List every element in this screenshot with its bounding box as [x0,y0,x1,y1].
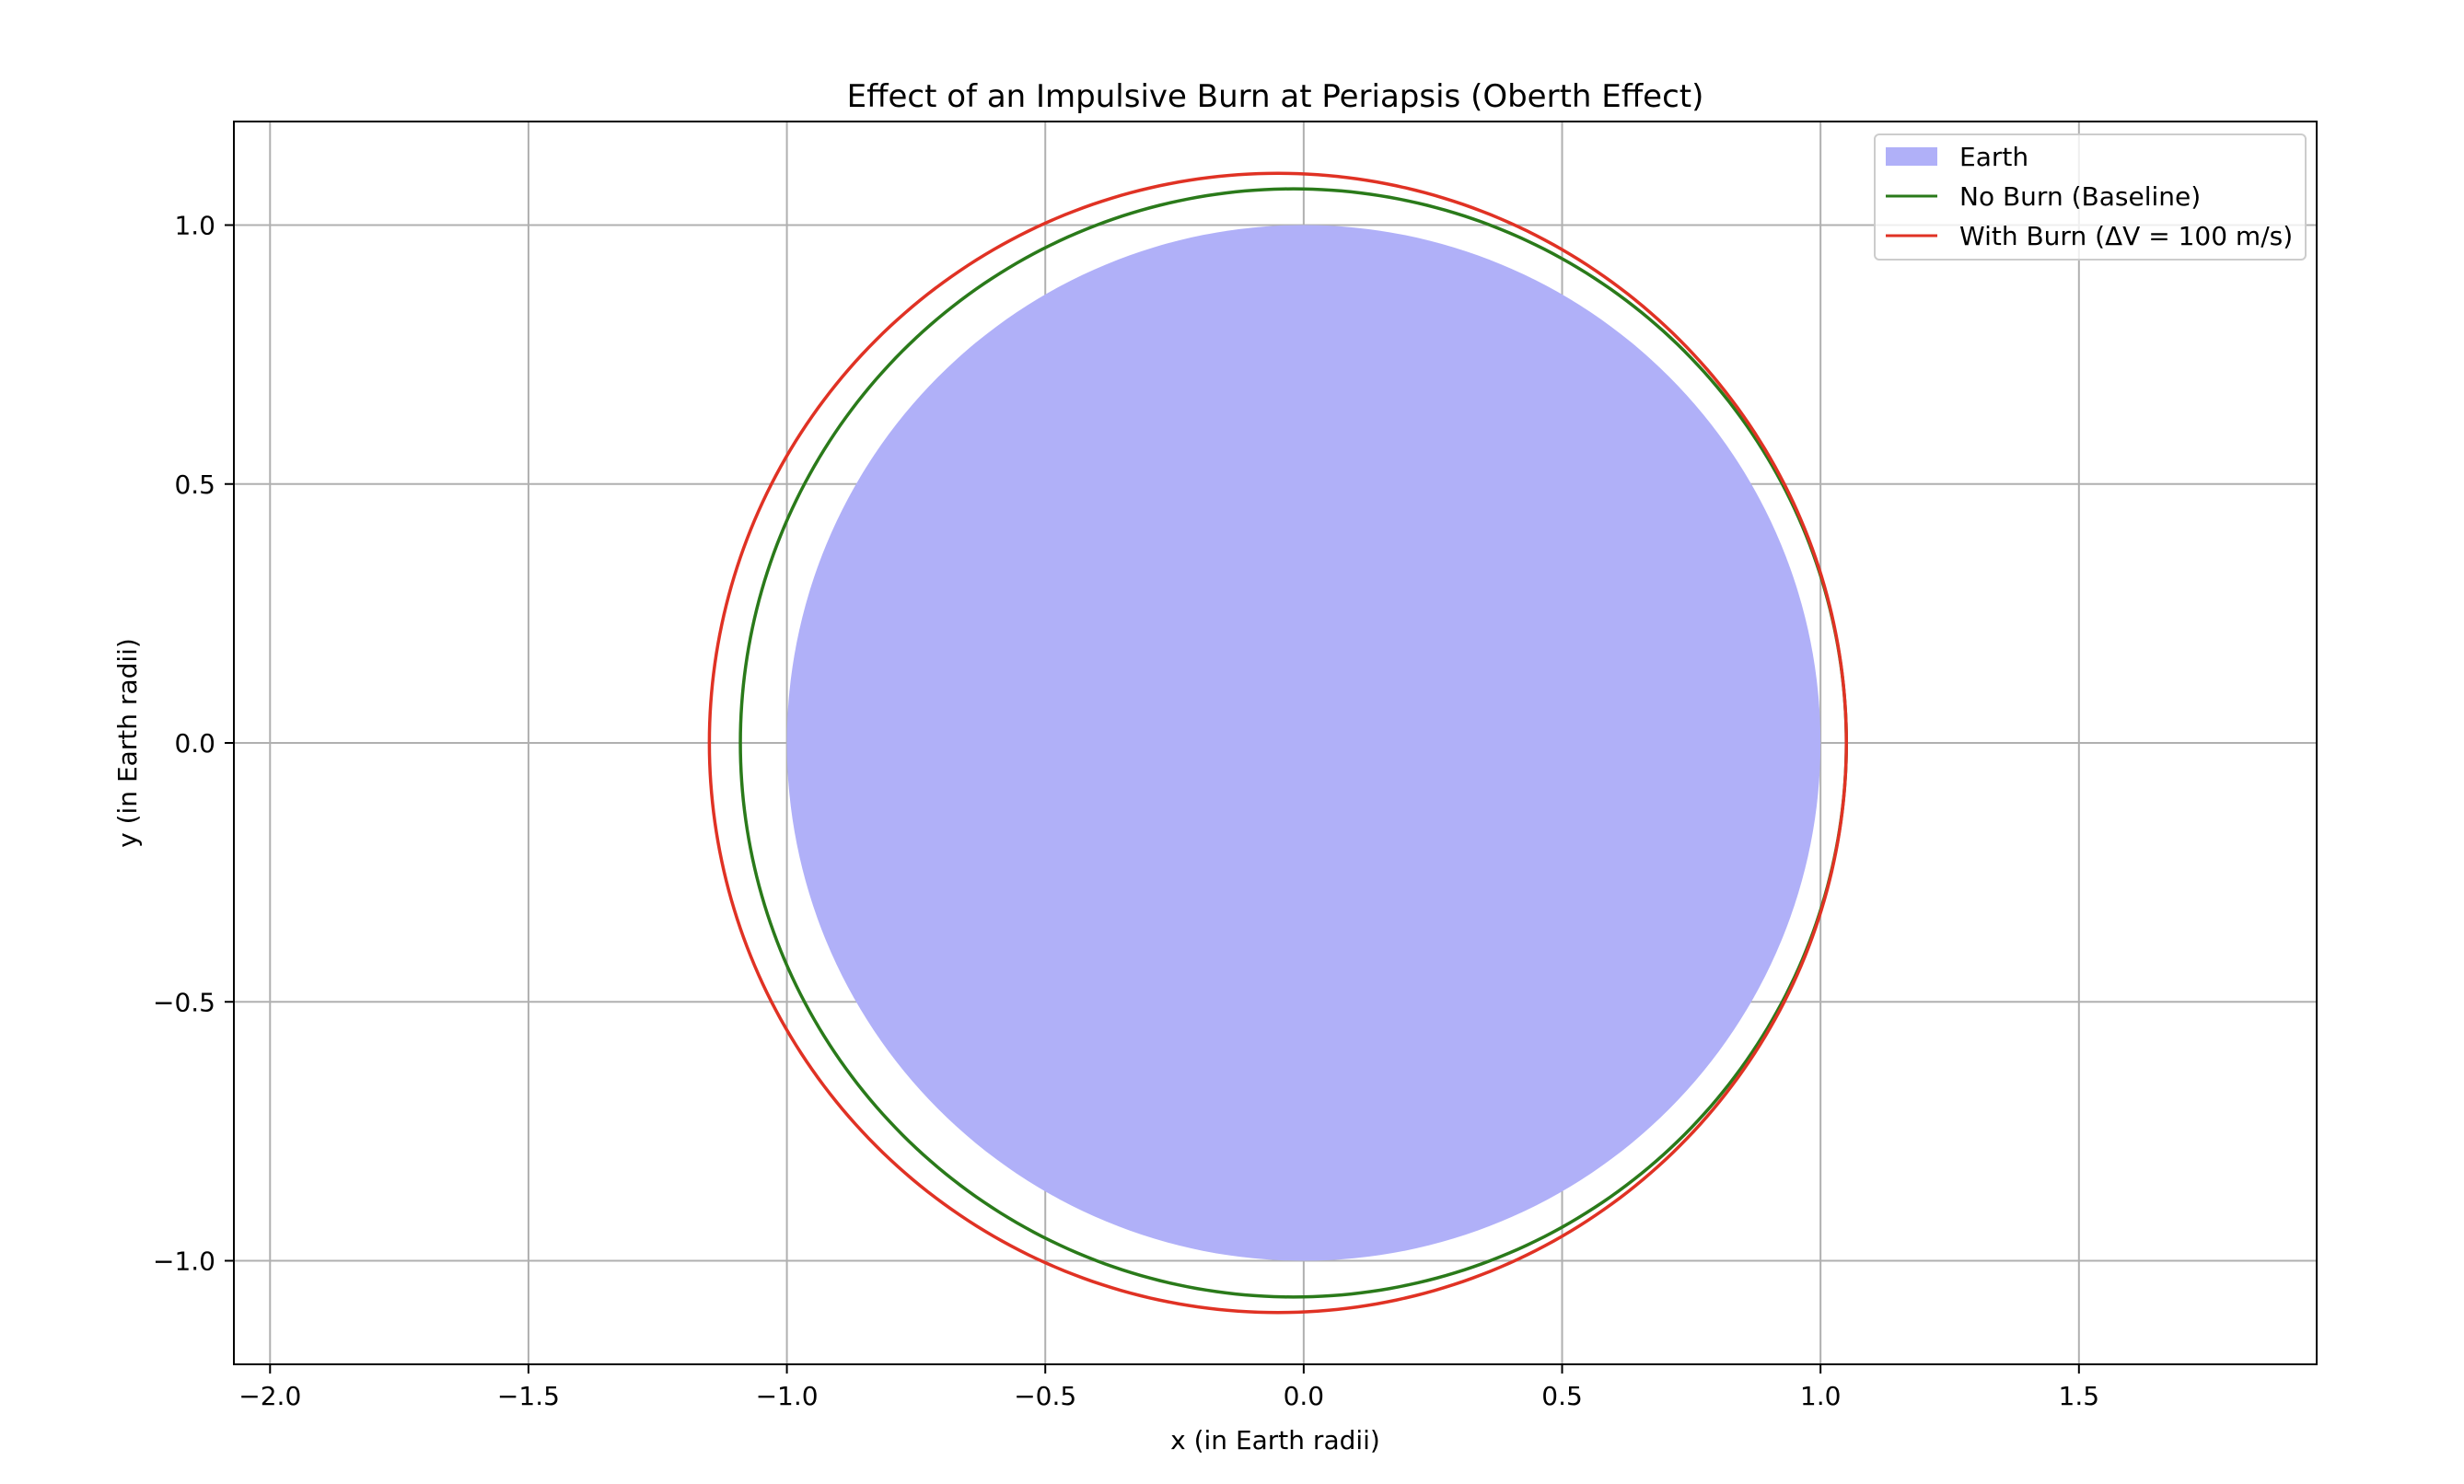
x-tick-label: −1.5 [497,1381,560,1411]
y-tick-label: 0.0 [174,728,215,759]
legend-label-with-burn: With Burn (ΔV = 100 m/s) [1959,221,2293,251]
earth-disk [786,225,1821,1261]
x-tick-label: −2.0 [238,1381,301,1411]
legend-label-no-burn: No Burn (Baseline) [1959,181,2201,212]
x-tick-label: −0.5 [1014,1381,1076,1411]
x-tick-label: 0.0 [1284,1381,1325,1411]
orbit-with-burn-line [707,171,1848,1315]
x-tick-label: −1.0 [756,1381,819,1411]
legend-box [1874,133,2307,261]
x-tick-label: 1.0 [1800,1381,1842,1411]
legend-label-earth: Earth [1959,142,2028,172]
x-axis-label: x (in Earth radii) [1170,1425,1380,1455]
y-tick-label: 0.5 [174,470,215,500]
y-tick-label: −0.5 [153,987,215,1017]
y-tick-label: 1.0 [174,211,215,241]
plot-area [707,171,1848,1315]
orbit-no-burn-line [738,187,1848,1299]
x-tick-label: 0.5 [1541,1381,1583,1411]
y-tick-label: −1.0 [153,1246,215,1277]
axis-ticks: −2.0 −1.5 −1.0 −0.5 0.0 0.5 1.0 1.5 −1.0 −0.5 0.0 0… [153,211,2099,1412]
y-axis-label: y (in Earth radii) [112,638,143,848]
legend: Earth No Burn (Baseline) With Burn (ΔV =… [1874,133,2307,261]
x-tick-label: 1.5 [2059,1381,2100,1411]
chart-title: Effect of an Impulsive Burn at Periapsis… [847,78,1704,115]
legend-earth-swatch [1886,147,1937,166]
